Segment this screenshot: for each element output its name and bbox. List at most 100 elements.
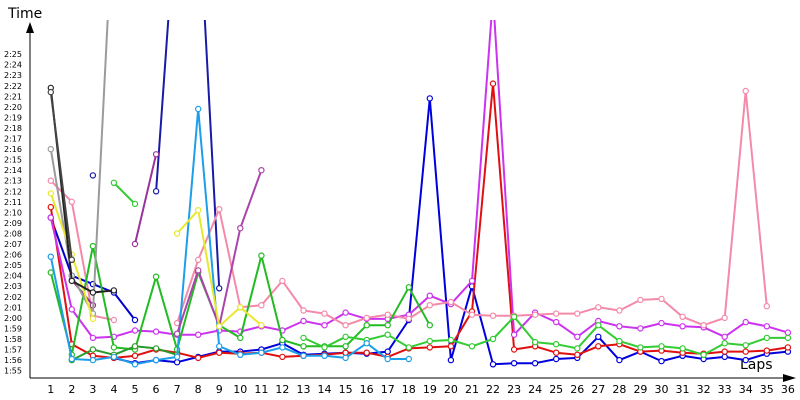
- data-point: [131, 200, 139, 208]
- data-point: [742, 356, 749, 364]
- data-point: [637, 296, 644, 304]
- series-10: [47, 105, 412, 368]
- data-point: [363, 340, 370, 347]
- data-point: [47, 88, 55, 96]
- data-point: [321, 322, 328, 329]
- data-point: [237, 224, 244, 232]
- data-point: [300, 352, 307, 359]
- data-point: [68, 277, 76, 285]
- x-tick-label: 6: [153, 383, 160, 396]
- x-tick-label: 4: [110, 383, 117, 396]
- series-line: [71, 345, 178, 361]
- data-point: [215, 205, 223, 213]
- data-point: [510, 360, 518, 367]
- data-point: [47, 253, 55, 260]
- data-point: [194, 354, 202, 362]
- y-tick-label: 2:15: [4, 156, 22, 165]
- data-point: [468, 311, 476, 318]
- data-point: [447, 336, 455, 344]
- x-tick-label: 25: [549, 383, 563, 396]
- series-line: [176, 169, 263, 335]
- series-line: [49, 108, 409, 366]
- series-group: [47, 20, 792, 368]
- data-point: [658, 357, 665, 365]
- x-tick-label: 33: [718, 383, 732, 396]
- data-point: [300, 307, 307, 314]
- series-line: [49, 91, 73, 260]
- data-point: [553, 355, 560, 363]
- y-tick-label: 2:11: [4, 198, 22, 207]
- data-point: [89, 334, 97, 342]
- data-point: [658, 295, 665, 303]
- series-7: [47, 242, 433, 358]
- x-tick-label: 22: [486, 383, 500, 396]
- data-point: [152, 151, 160, 158]
- data-point: [489, 80, 497, 87]
- data-point: [110, 179, 118, 186]
- y-tick-label: 2:14: [4, 166, 22, 175]
- y-tick-label: 2:21: [4, 92, 22, 101]
- data-point: [300, 317, 307, 325]
- y-tick-label: 2:23: [4, 71, 22, 80]
- data-point: [89, 346, 97, 353]
- data-point: [194, 206, 202, 214]
- data-point: [405, 284, 412, 291]
- data-point: [173, 330, 181, 337]
- series-line: [49, 20, 109, 315]
- data-point: [553, 318, 560, 326]
- series-line: [134, 154, 158, 245]
- series-line: [49, 87, 114, 294]
- x-tick-labels: 1 2 3 4 5 6 7 8 9 10 11 12 13 14 15 16 17 18 19 20 21 22 23 24 2…: [47, 383, 795, 396]
- data-point: [47, 203, 55, 211]
- data-point: [447, 298, 455, 306]
- data-point: [447, 343, 455, 350]
- data-point: [658, 319, 665, 327]
- data-point: [637, 344, 644, 351]
- data-point: [215, 323, 223, 330]
- data-point: [152, 328, 160, 335]
- x-tick-label: 13: [296, 383, 310, 396]
- y-tick-label: 2:22: [4, 82, 22, 91]
- data-point: [363, 322, 370, 329]
- data-point: [342, 333, 349, 340]
- y-tick-label: 2:24: [4, 61, 22, 70]
- data-point: [574, 310, 581, 317]
- data-point: [47, 214, 55, 221]
- data-point: [47, 190, 55, 197]
- y-tick-label: 2:19: [4, 113, 22, 122]
- data-point: [258, 349, 265, 356]
- data-point: [595, 304, 602, 311]
- data-point: [426, 344, 433, 351]
- data-point: [721, 353, 728, 361]
- data-point: [489, 335, 497, 343]
- data-point: [405, 315, 412, 323]
- y-tick-label: 1:59: [4, 324, 22, 333]
- data-point: [742, 342, 749, 349]
- data-point: [679, 345, 686, 352]
- data-point: [237, 351, 244, 358]
- data-point: [131, 240, 139, 248]
- y-tick-label: 1:58: [4, 335, 22, 344]
- x-tick-label: 10: [233, 383, 247, 396]
- data-point: [173, 230, 181, 237]
- y-tick-label: 1:55: [4, 367, 22, 376]
- data-point: [742, 318, 749, 326]
- data-point: [152, 273, 160, 280]
- y-tick-label: 1:56: [4, 356, 22, 365]
- x-tick-label: 15: [339, 383, 353, 396]
- data-point: [131, 327, 139, 334]
- x-tick-label: 12: [275, 383, 289, 396]
- data-point: [721, 314, 728, 322]
- data-point: [68, 256, 76, 263]
- data-point: [553, 310, 560, 317]
- data-point: [321, 344, 328, 351]
- data-point: [194, 256, 202, 263]
- data-point: [426, 302, 433, 309]
- data-point: [110, 353, 118, 361]
- data-point: [700, 322, 707, 329]
- x-tick-label: 18: [402, 383, 416, 396]
- data-point: [405, 344, 412, 351]
- x-axis-arrow: [783, 374, 796, 382]
- data-point: [342, 309, 349, 316]
- data-point: [384, 348, 391, 355]
